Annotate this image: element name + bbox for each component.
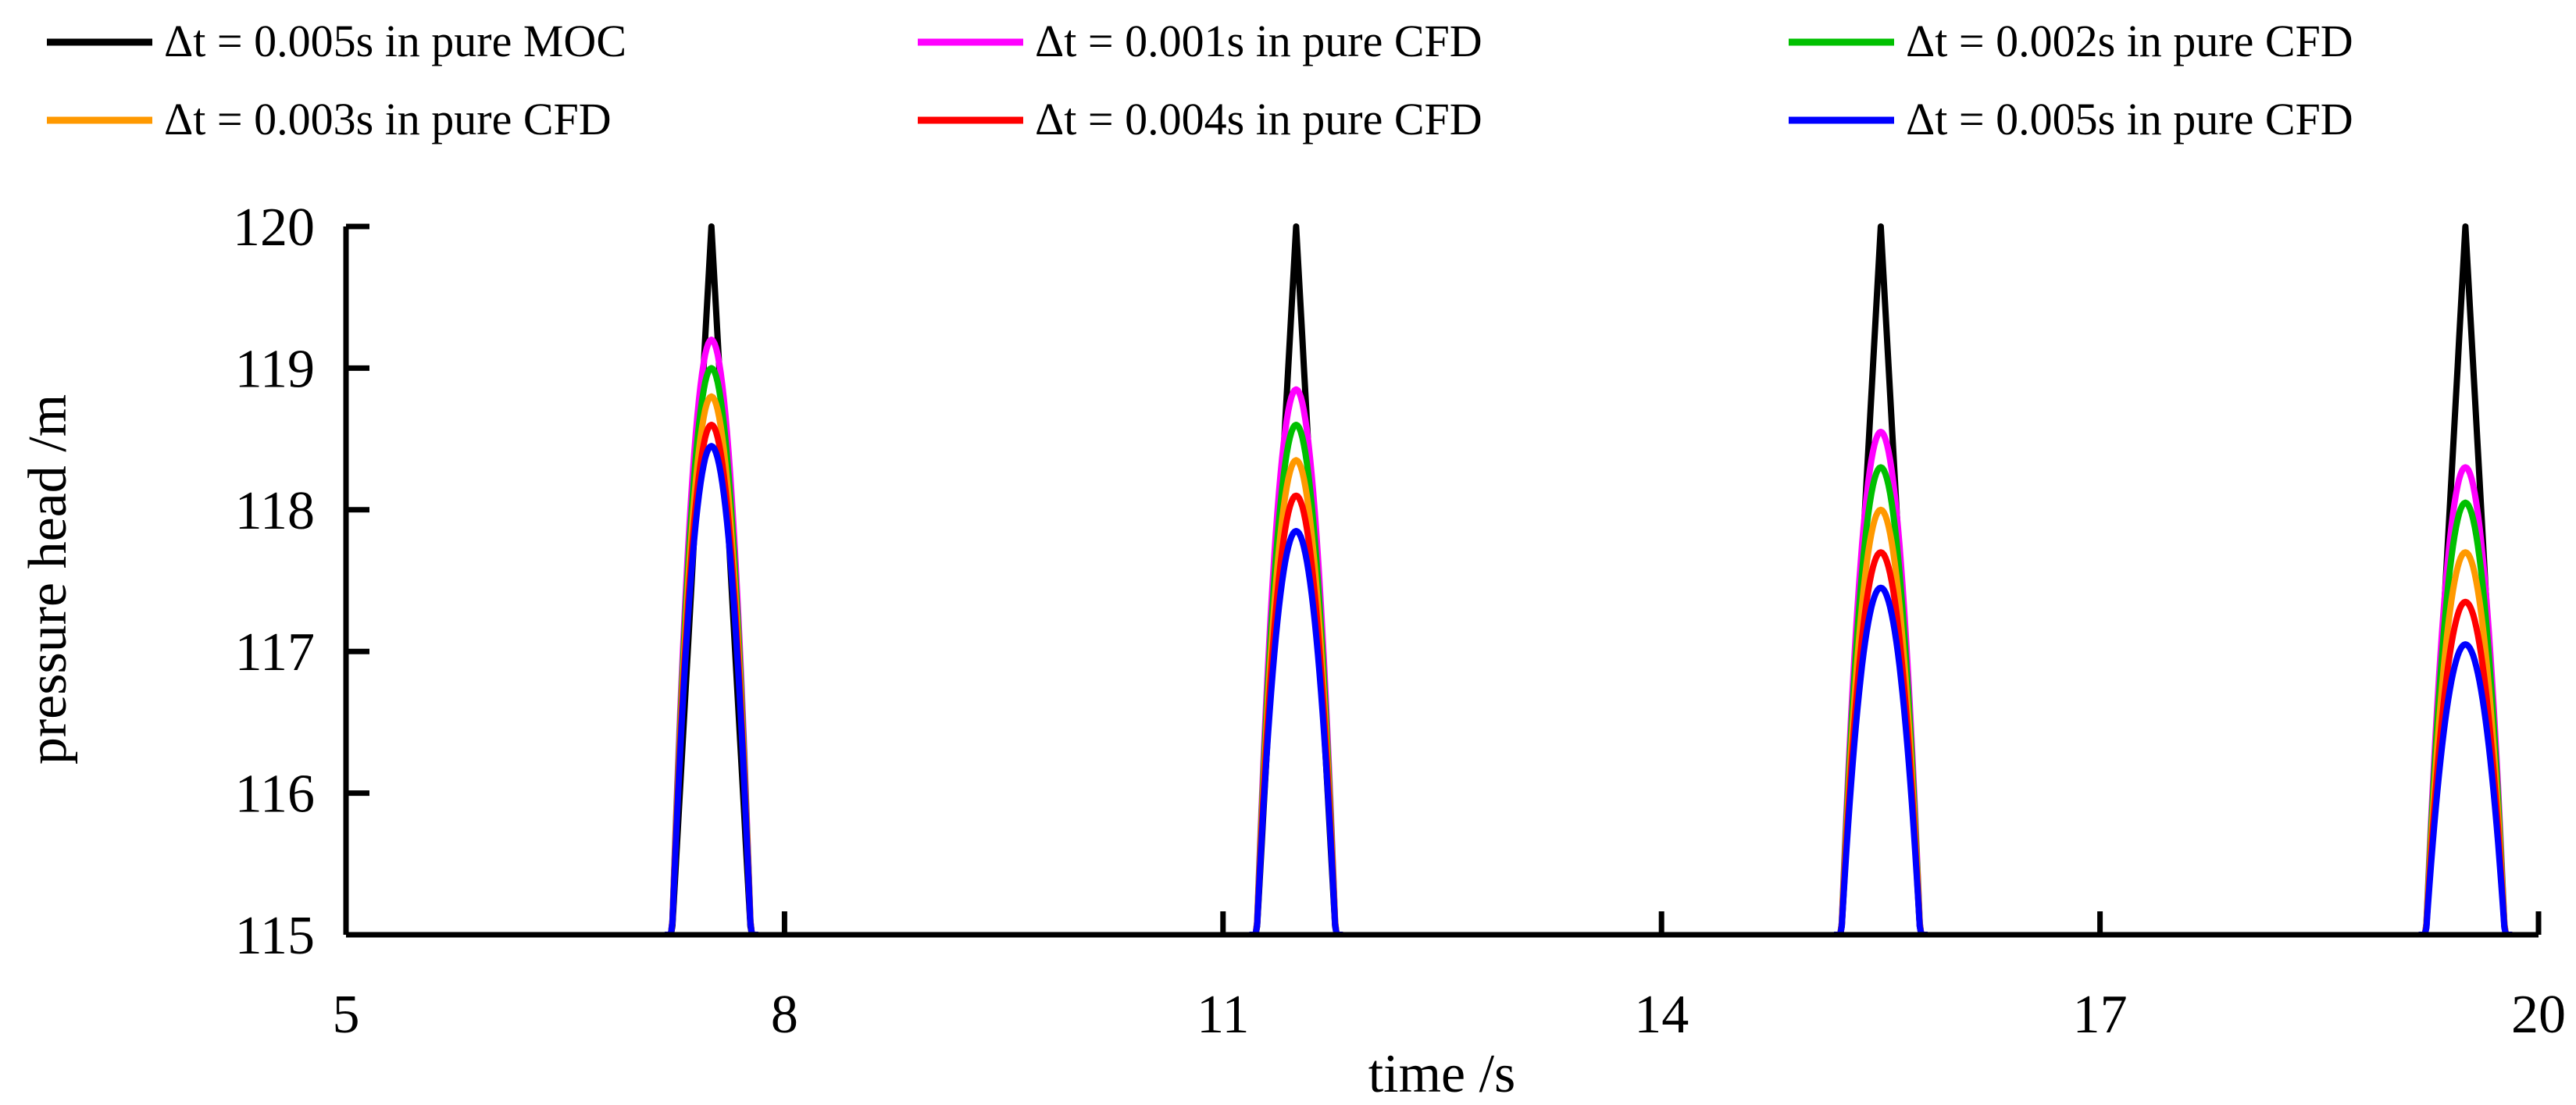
y-tick-label: 118 bbox=[235, 481, 315, 541]
ticks: 5 8 11 14 17 20 115 116 117 118 119 120 bbox=[233, 198, 2566, 1045]
series-line bbox=[662, 443, 2514, 935]
y-tick-label: 117 bbox=[235, 622, 315, 683]
x-tick-label: 8 bbox=[771, 985, 798, 1045]
legend-entry: Δt = 0.003s in pure CFD bbox=[47, 94, 612, 144]
x-tick-label: 17 bbox=[2073, 985, 2128, 1045]
x-tick-label: 20 bbox=[2511, 985, 2566, 1045]
series-layer bbox=[662, 223, 2514, 935]
legend-entry: Δt = 0.004s in pure CFD bbox=[918, 94, 1482, 144]
series-line bbox=[662, 223, 2514, 935]
series-line bbox=[662, 337, 2514, 935]
series-peak bbox=[2417, 641, 2514, 935]
y-tick-label: 116 bbox=[235, 765, 315, 825]
legend-entry: Δt = 0.001s in pure CFD bbox=[918, 16, 1482, 66]
y-axis-title: pressure head /m bbox=[18, 394, 78, 765]
series-line bbox=[662, 422, 2514, 935]
axes bbox=[343, 226, 2539, 938]
legend-entry: Δt = 0.005s in pure CFD bbox=[1789, 94, 2353, 144]
series-line bbox=[662, 365, 2514, 935]
y-tick-label: 115 bbox=[235, 906, 315, 966]
y-tick-label: 119 bbox=[235, 339, 315, 399]
legend-entry: Δt = 0.005s in pure MOC bbox=[47, 16, 626, 66]
x-tick-label: 14 bbox=[1634, 985, 1689, 1045]
legend-label: Δt = 0.005s in pure MOC bbox=[164, 16, 626, 66]
legend-label: Δt = 0.002s in pure CFD bbox=[1906, 16, 2353, 66]
series-peak bbox=[1832, 584, 1929, 935]
legend-label: Δt = 0.004s in pure CFD bbox=[1035, 94, 1482, 144]
legend-entry: Δt = 0.002s in pure CFD bbox=[1789, 16, 2353, 66]
x-axis-title: time /s bbox=[1368, 1044, 1516, 1104]
series-peak bbox=[662, 443, 760, 935]
x-tick-label: 5 bbox=[333, 985, 360, 1045]
series-peak bbox=[1247, 528, 1345, 935]
legend-label: Δt = 0.005s in pure CFD bbox=[1906, 94, 2353, 144]
y-tick-label: 120 bbox=[233, 198, 315, 258]
legend-label: Δt = 0.001s in pure CFD bbox=[1035, 16, 1482, 66]
series-line bbox=[662, 393, 2514, 935]
x-tick-label: 11 bbox=[1197, 985, 1249, 1045]
legend: Δt = 0.005s in pure MOC Δt = 0.001s in pu… bbox=[47, 16, 2353, 144]
legend-label: Δt = 0.003s in pure CFD bbox=[164, 94, 612, 144]
